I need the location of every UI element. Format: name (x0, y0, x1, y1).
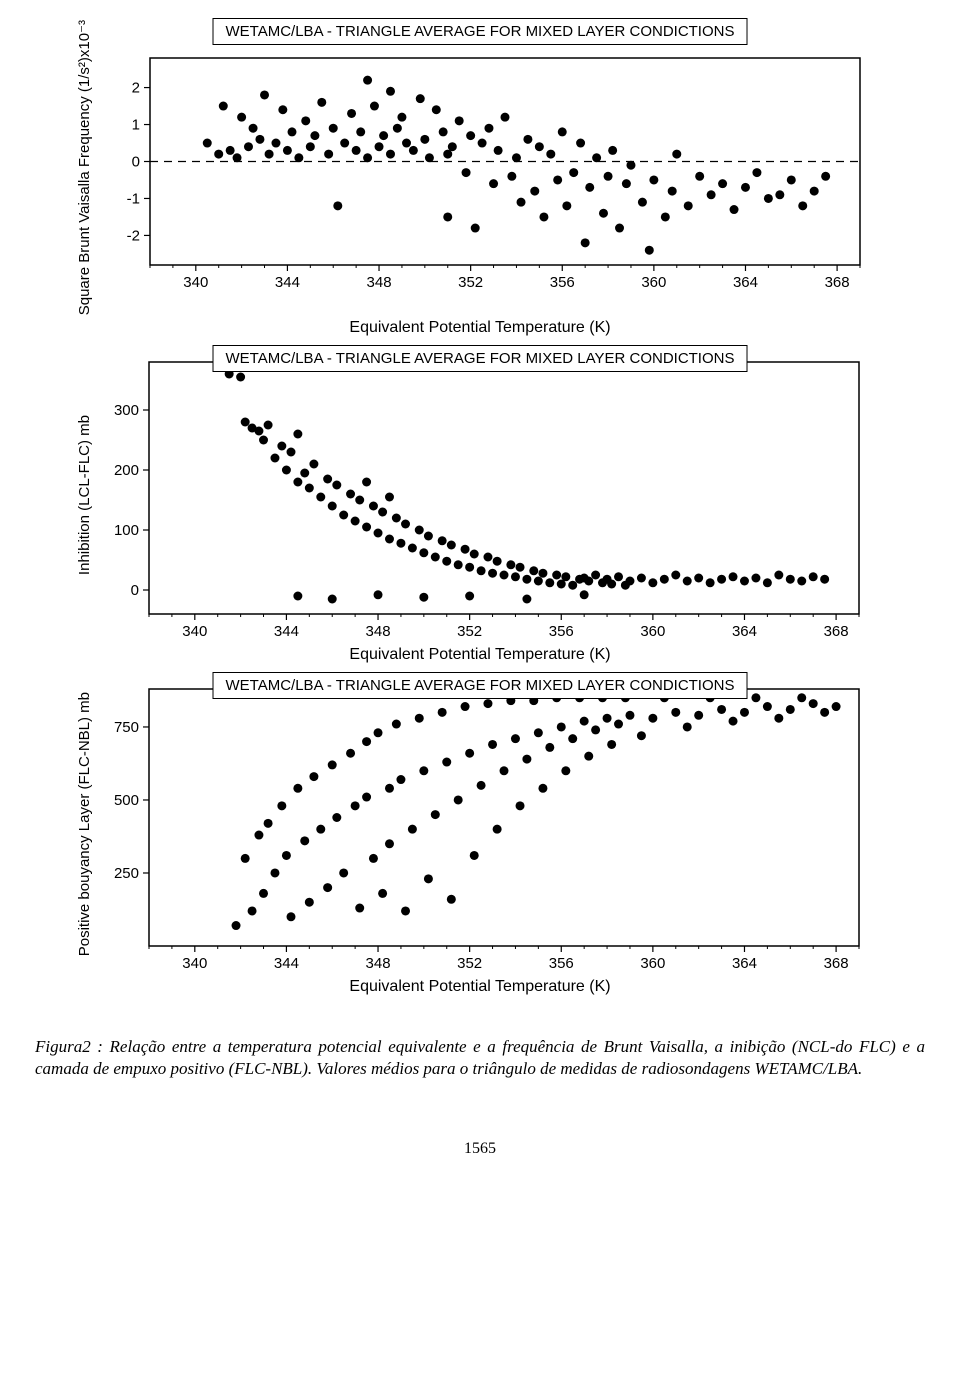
figure-caption: Figura2 : Relação entre a temperatura po… (35, 1036, 925, 1080)
svg-text:352: 352 (458, 274, 483, 291)
svg-text:100: 100 (114, 522, 139, 539)
svg-text:250: 250 (114, 865, 139, 882)
svg-text:-2: -2 (127, 227, 140, 244)
svg-text:500: 500 (114, 792, 139, 809)
svg-text:356: 356 (549, 623, 574, 640)
svg-text:368: 368 (824, 623, 849, 640)
panel-2-xlabel: Equivalent Potential Temperature (K) (70, 646, 890, 664)
figure-container: WETAMC/LBA - TRIANGLE AVERAGE FOR MIXED … (20, 20, 940, 1006)
svg-text:750: 750 (114, 719, 139, 736)
svg-text:368: 368 (825, 274, 850, 291)
panel-3: WETAMC/LBA - TRIANGLE AVERAGE FOR MIXED … (70, 674, 890, 996)
svg-text:364: 364 (732, 623, 757, 640)
svg-text:2: 2 (132, 79, 140, 96)
svg-text:344: 344 (274, 955, 299, 972)
svg-text:356: 356 (549, 955, 574, 972)
svg-text:348: 348 (366, 955, 391, 972)
svg-text:340: 340 (183, 274, 208, 291)
panel-2: WETAMC/LBA - TRIANGLE AVERAGE FOR MIXED … (70, 347, 890, 664)
svg-text:348: 348 (366, 623, 391, 640)
panel-1-svg: 340 344 348 352 356 360 364 368 -2 -1 0 1 2 (100, 43, 870, 293)
panel-2-title: WETAMC/LBA - TRIANGLE AVERAGE FOR MIXED … (213, 345, 748, 372)
svg-text:340: 340 (182, 623, 207, 640)
panel-2-svg: 340 344 348 352 356 360 364 368 0 100 200 300 (99, 347, 869, 642)
panel-1-xlabel: Equivalent Potential Temperature (K) (70, 319, 890, 337)
panel-1-title: WETAMC/LBA - TRIANGLE AVERAGE FOR MIXED … (213, 18, 748, 45)
svg-text:340: 340 (182, 955, 207, 972)
svg-text:0: 0 (132, 153, 140, 170)
panel-3-ylabel: Positive bouyancy Layer (FLC-NBL) mb (70, 692, 99, 956)
page-number: 1565 (20, 1140, 940, 1158)
svg-text:356: 356 (550, 274, 575, 291)
svg-text:368: 368 (824, 955, 849, 972)
svg-text:348: 348 (367, 274, 392, 291)
panel-1-ylabel: Square Brunt Vaisalla Frequency (1/s²)x1… (70, 20, 100, 315)
svg-text:352: 352 (457, 623, 482, 640)
panel-1: WETAMC/LBA - TRIANGLE AVERAGE FOR MIXED … (70, 20, 890, 337)
svg-text:360: 360 (641, 274, 666, 291)
panel-3-xlabel: Equivalent Potential Temperature (K) (70, 978, 890, 996)
svg-text:-1: -1 (127, 190, 140, 207)
svg-text:344: 344 (274, 623, 299, 640)
panel-2-ylabel: Inhibition (LCL-FLC) mb (70, 415, 99, 575)
svg-text:300: 300 (114, 402, 139, 419)
svg-text:1: 1 (132, 116, 140, 133)
svg-text:344: 344 (275, 274, 300, 291)
svg-text:352: 352 (457, 955, 482, 972)
svg-text:364: 364 (733, 274, 758, 291)
svg-text:200: 200 (114, 462, 139, 479)
svg-text:364: 364 (732, 955, 757, 972)
svg-text:360: 360 (640, 955, 665, 972)
svg-text:360: 360 (640, 623, 665, 640)
svg-text:0: 0 (131, 582, 139, 599)
panel-3-svg: 340 344 348 352 356 360 364 368 250 500 750 (99, 674, 869, 974)
panel-3-title: WETAMC/LBA - TRIANGLE AVERAGE FOR MIXED … (213, 672, 748, 699)
